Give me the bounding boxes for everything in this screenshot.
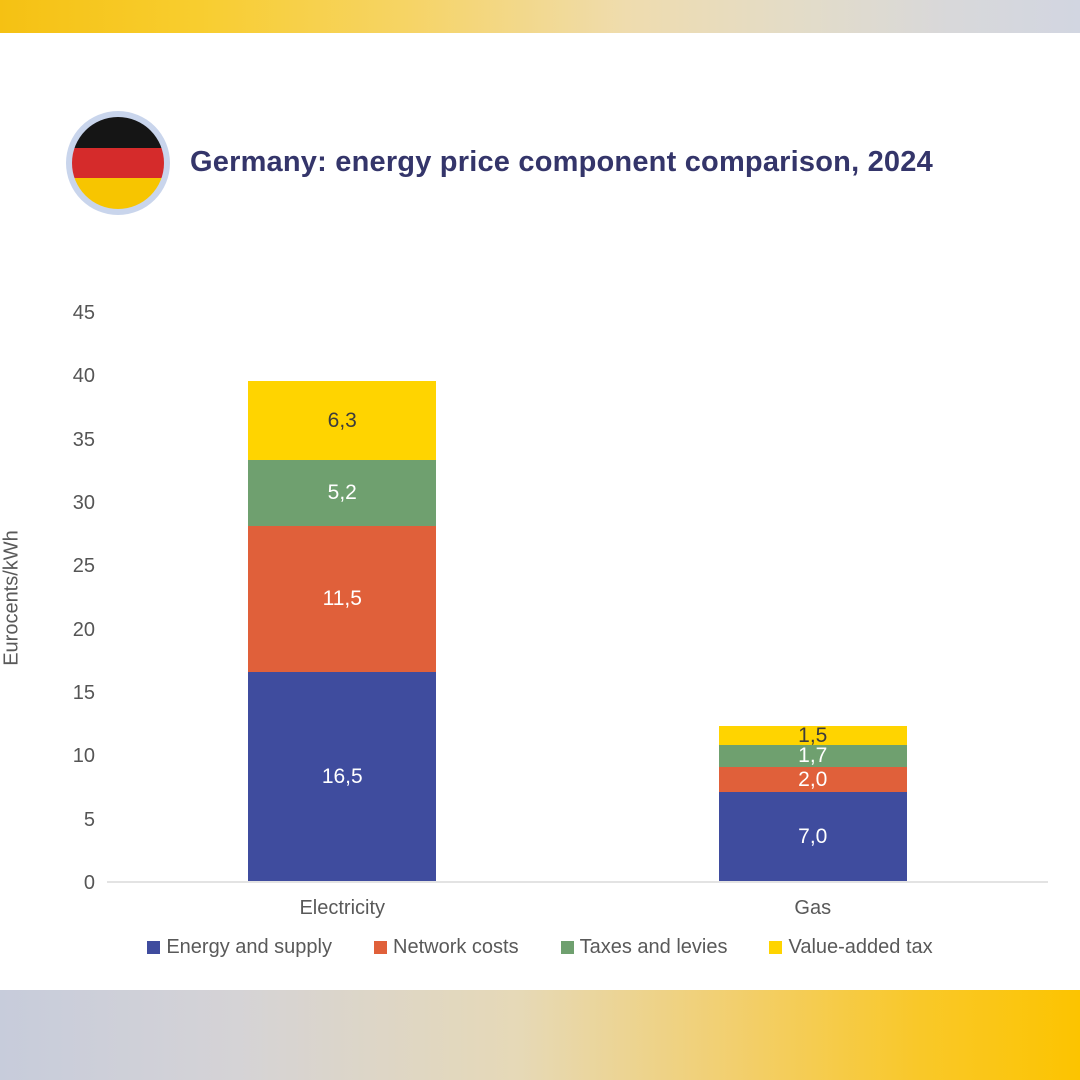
- stacked-bar-gas: 7,0 2,0 1,7 1,5: [718, 723, 907, 881]
- legend-label: Taxes and levies: [579, 936, 728, 958]
- y-tick-label: 0: [83, 872, 95, 894]
- bar-segment: 7,0: [718, 792, 907, 881]
- data-label: 11,5: [322, 587, 362, 611]
- bar-segment: 1,7: [718, 744, 907, 768]
- flag-stripe-red: [72, 147, 164, 179]
- y-tick-label: 25: [72, 555, 95, 578]
- data-label: 1,7: [798, 744, 828, 768]
- x-category-label: Electricity: [299, 897, 386, 919]
- y-axis-ticks: 0 5 10 15 20 25 30 35 40 45: [30, 302, 95, 894]
- y-tick-label: 30: [72, 492, 95, 514]
- legend-label: Value-added tax: [788, 936, 933, 958]
- flag-stripe-gold: [72, 178, 164, 209]
- data-label: 7,0: [798, 824, 828, 848]
- stacked-bar-plot-area: 16,5 11,5 5,2 6,3 7,0 2,0 1,7 1,5: [107, 313, 1048, 883]
- bar-segment: 5,2: [248, 460, 437, 527]
- bar-segment: 16,5: [248, 672, 437, 881]
- bar-segment: 6,3: [248, 380, 437, 461]
- data-label: 6,3: [327, 408, 357, 432]
- legend-swatch: [147, 941, 161, 954]
- legend-swatch: [560, 941, 574, 954]
- y-tick-label: 35: [72, 428, 95, 451]
- data-label: 5,2: [327, 481, 357, 505]
- bar-segment: 11,5: [248, 526, 437, 672]
- y-tick-label: 15: [72, 682, 95, 704]
- chart-legend: Energy and supply Network costs Taxes and …: [0, 936, 1080, 959]
- y-tick-label: 40: [72, 365, 95, 388]
- x-category-label: Gas: [794, 897, 832, 919]
- bar-segment: 2,0: [718, 767, 907, 793]
- germany-flag-stripes: [72, 117, 164, 209]
- stacked-bar-electricity: 16,5 11,5 5,2 6,3: [248, 380, 437, 881]
- bar-segment: 1,5: [718, 723, 907, 747]
- legend-swatch: [374, 941, 387, 954]
- flag-stripe-black: [72, 117, 164, 148]
- legend-item: Network costs: [374, 936, 519, 959]
- y-tick-label: 5: [83, 808, 95, 831]
- data-label: 2,0: [798, 767, 828, 791]
- x-axis-category-labels: Electricity Gas: [107, 897, 1048, 923]
- legend-swatch: [769, 941, 783, 954]
- y-tick-label: 20: [72, 618, 95, 641]
- page-title: Germany: energy price component comparis…: [190, 146, 933, 178]
- y-tick-label: 45: [72, 302, 95, 324]
- data-label: 1,5: [798, 723, 828, 747]
- bottom-gradient-bar: ehpa 25 years ★★★★★★★★★★: [0, 990, 1080, 1080]
- legend-item: Value-added tax: [769, 936, 933, 959]
- legend-item: Energy and supply: [147, 936, 332, 959]
- legend-label: Network costs: [393, 936, 519, 958]
- data-label: 16,5: [321, 764, 363, 788]
- legend-item: Taxes and levies: [560, 936, 728, 959]
- germany-flag-icon: [66, 111, 170, 215]
- top-gradient-bar: [0, 0, 1080, 33]
- y-tick-label: 10: [72, 745, 95, 768]
- legend-label: Energy and supply: [166, 936, 332, 958]
